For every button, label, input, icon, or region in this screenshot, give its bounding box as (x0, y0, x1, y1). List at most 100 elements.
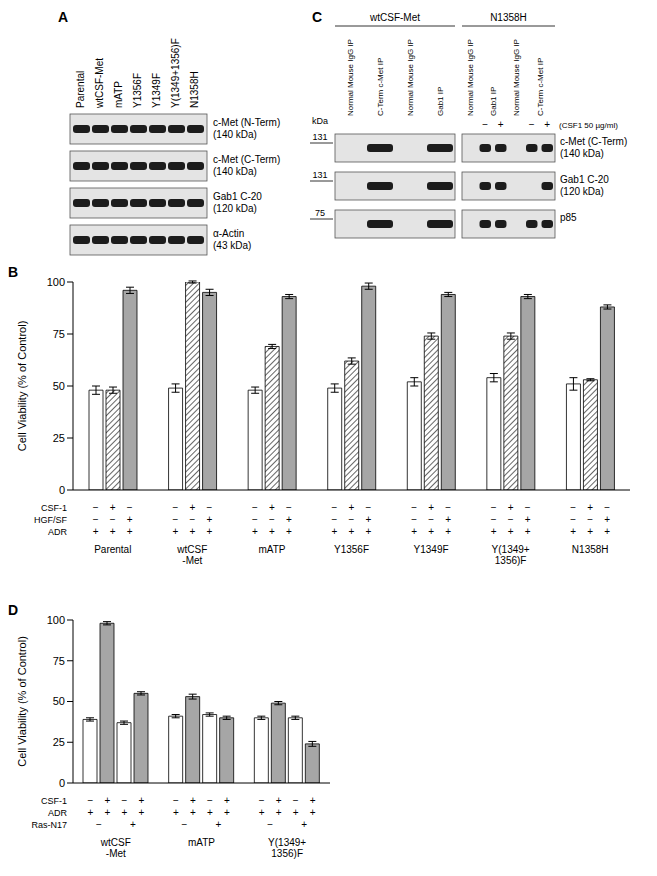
svg-text:+: + (570, 526, 576, 537)
svg-text:wtCSF-Met: wtCSF-Met (94, 58, 105, 109)
svg-text:(43 kDa): (43 kDa) (213, 240, 251, 251)
svg-text:+: + (110, 526, 116, 537)
svg-text:−: − (332, 502, 338, 513)
svg-text:+: + (544, 119, 550, 130)
svg-text:+: + (508, 526, 514, 537)
svg-text:−: − (269, 514, 275, 525)
svg-text:+: + (411, 526, 417, 537)
svg-text:Normal Mouse IgG IP: Normal Mouse IgG IP (406, 39, 415, 116)
svg-text:+: + (172, 526, 178, 537)
svg-text:50: 50 (53, 695, 65, 707)
svg-text:wtCSF: wtCSF (176, 544, 207, 555)
svg-text:+: + (189, 502, 195, 513)
svg-text:+: + (286, 514, 292, 525)
svg-text:-Met: -Met (182, 555, 202, 566)
svg-text:1356)F: 1356)F (495, 555, 527, 566)
svg-text:+: + (498, 119, 504, 130)
svg-text:+: + (189, 526, 195, 537)
svg-text:+: + (207, 807, 213, 818)
svg-text:α-Actin: α-Actin (213, 228, 244, 239)
svg-text:+: + (587, 502, 593, 513)
svg-text:mATP: mATP (258, 544, 285, 555)
svg-text:+: + (190, 795, 196, 806)
svg-text:CSF-1: CSF-1 (41, 796, 67, 806)
svg-text:−: − (110, 514, 116, 525)
svg-text:Y1349F: Y1349F (414, 544, 449, 555)
svg-text:−: − (207, 795, 213, 806)
svg-text:+: + (104, 795, 110, 806)
svg-text:−: − (411, 514, 417, 525)
svg-text:75: 75 (53, 328, 65, 340)
svg-text:+: + (93, 526, 99, 537)
svg-text:wtCSF-Met: wtCSF-Met (369, 12, 420, 23)
svg-text:−: − (121, 795, 127, 806)
svg-text:75: 75 (315, 208, 325, 218)
svg-text:+: + (286, 526, 292, 537)
svg-text:+: + (130, 819, 136, 830)
svg-text:−: − (482, 119, 488, 130)
svg-text:+: + (269, 526, 275, 537)
svg-text:−: − (127, 502, 133, 513)
svg-text:+: + (445, 526, 451, 537)
svg-text:Gab1 IP: Gab1 IP (436, 87, 445, 116)
svg-text:HGF/SF: HGF/SF (34, 515, 68, 525)
svg-text:−: − (173, 795, 179, 806)
svg-text:Normal Mouse IgG IP: Normal Mouse IgG IP (512, 39, 521, 116)
svg-text:A: A (58, 9, 68, 25)
svg-text:+: + (121, 807, 127, 818)
svg-text:Gab1 IP: Gab1 IP (489, 87, 498, 116)
svg-text:+: + (349, 502, 355, 513)
svg-text:−: − (428, 514, 434, 525)
svg-text:N1358H: N1358H (490, 12, 527, 23)
svg-text:+: + (87, 807, 93, 818)
svg-text:Y(1349+1356)F: Y(1349+1356)F (170, 38, 181, 108)
svg-text:+: + (110, 502, 116, 513)
svg-text:(140 kDa): (140 kDa) (213, 166, 257, 177)
svg-text:+: + (127, 526, 133, 537)
svg-text:+: + (366, 526, 372, 537)
svg-text:+: + (604, 526, 610, 537)
svg-text:Y(1349+: Y(1349+ (492, 544, 530, 555)
svg-text:−: − (491, 514, 497, 525)
svg-text:Cell Viability (% of Control): Cell Viability (% of Control) (16, 321, 28, 452)
svg-text:−: − (411, 502, 417, 513)
svg-text:−: − (172, 502, 178, 513)
svg-text:100: 100 (47, 276, 65, 288)
svg-text:75: 75 (53, 655, 65, 667)
svg-text:+: + (310, 807, 316, 818)
svg-text:mATP: mATP (188, 837, 215, 848)
svg-text:(140 kDa): (140 kDa) (560, 148, 604, 159)
svg-text:Gab1 C-20: Gab1 C-20 (560, 174, 609, 185)
svg-text:25: 25 (53, 432, 65, 444)
svg-text:+: + (276, 807, 282, 818)
svg-text:ADR: ADR (48, 527, 68, 537)
svg-text:−: − (570, 502, 576, 513)
svg-text:100: 100 (47, 614, 65, 626)
svg-text:Y1356F: Y1356F (334, 544, 369, 555)
svg-text:−: − (286, 502, 292, 513)
svg-text:+: + (301, 819, 307, 830)
svg-text:−: − (93, 514, 99, 525)
svg-text:+: + (508, 502, 514, 513)
svg-text:Cell Viability (% of Control): Cell Viability (% of Control) (16, 636, 28, 767)
svg-text:−: − (172, 514, 178, 525)
svg-text:Y1356F: Y1356F (132, 73, 143, 108)
svg-text:c-Met (C-Term): c-Met (C-Term) (213, 154, 280, 165)
svg-text:(140 kDa): (140 kDa) (213, 129, 257, 140)
svg-text:−: − (332, 514, 338, 525)
svg-text:+: + (190, 807, 196, 818)
svg-text:C: C (312, 9, 322, 25)
svg-text:-Met: -Met (106, 848, 126, 859)
svg-text:kDa: kDa (312, 116, 328, 126)
svg-text:−: − (252, 514, 258, 525)
svg-text:mATP: mATP (113, 81, 124, 108)
svg-text:−: − (587, 514, 593, 525)
svg-text:25: 25 (53, 736, 65, 748)
svg-text:−: − (445, 502, 451, 513)
svg-text:+: + (428, 502, 434, 513)
svg-text:−: − (259, 795, 265, 806)
svg-text:+: + (349, 526, 355, 537)
svg-text:−: − (252, 502, 258, 513)
svg-text:−: − (508, 514, 514, 525)
svg-text:50: 50 (53, 380, 65, 392)
